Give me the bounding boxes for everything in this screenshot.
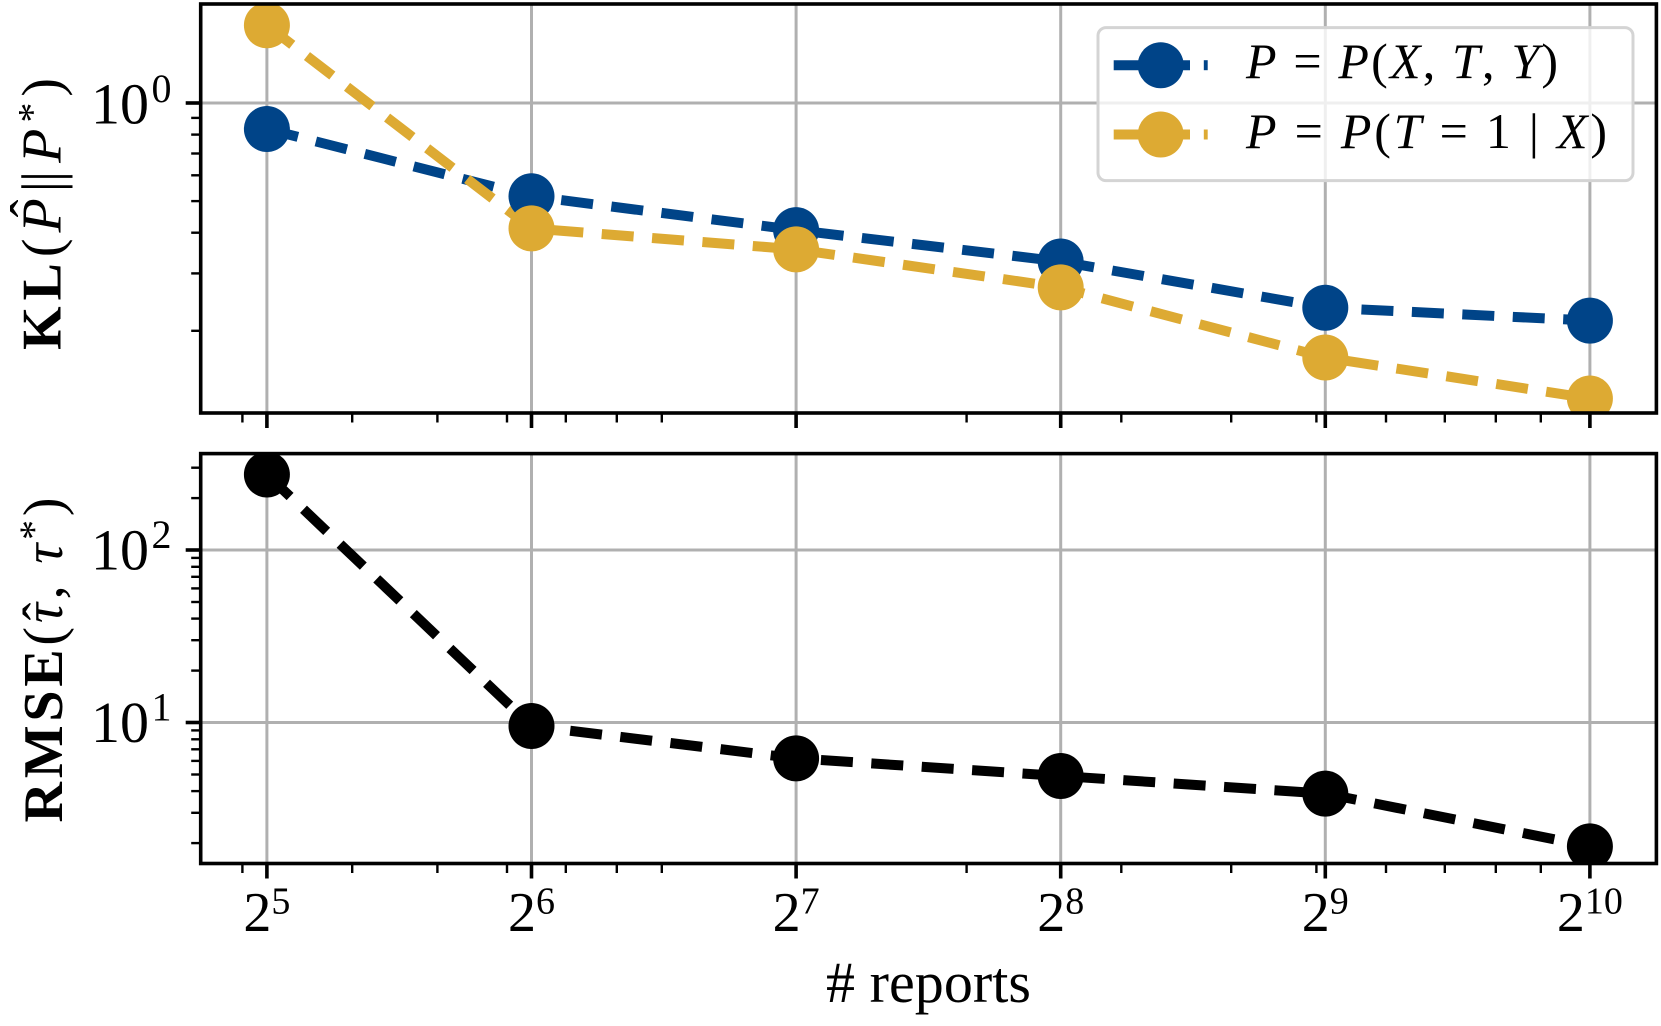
svg-text:1: 1 — [152, 685, 172, 730]
svg-text:10: 10 — [91, 71, 149, 136]
svg-text:ˆ: ˆ — [12, 602, 72, 620]
svg-text:0: 0 — [152, 66, 172, 111]
svg-text:# reports: # reports — [826, 950, 1031, 1015]
svg-text:10: 10 — [91, 517, 149, 582]
svg-text:10: 10 — [91, 690, 149, 755]
svg-text:2: 2 — [152, 512, 172, 557]
svg-text:ˆ: ˆ — [0, 199, 60, 217]
svg-text:P = P(X, T, Y): P = P(X, T, Y) — [1245, 33, 1558, 89]
svg-text:P = P(T = 1 | X): P = P(T = 1 | X) — [1245, 103, 1607, 159]
svg-text:RMSE(τ, τ*): RMSE(τ, τ*) — [11, 498, 75, 823]
